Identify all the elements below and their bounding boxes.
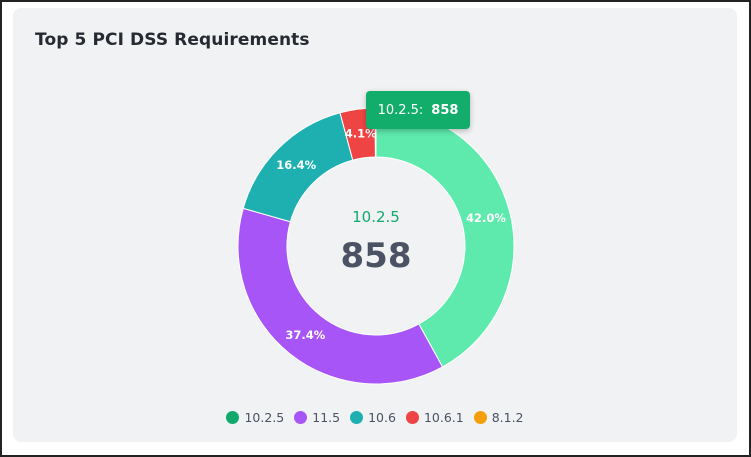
legend-marker	[405, 411, 419, 424]
legend-label: 8.1.2	[491, 410, 524, 425]
card-title: Top 5 PCI DSS Requirements	[35, 30, 310, 50]
legend-label: 11.5	[312, 410, 341, 425]
slice-label-10.6.1: 4.1%	[345, 127, 377, 141]
legend-label: 10.6.1	[423, 410, 464, 425]
slice-label-10.6: 16.4%	[276, 158, 316, 172]
slice-label-11.5: 37.4%	[285, 328, 325, 342]
legend-item-10.2.5[interactable]: 10.2.5	[226, 410, 284, 425]
chart-card: Top 5 PCI DSS Requirements 42.0% 37.4% 16.…	[13, 8, 737, 442]
legend-marker	[294, 411, 308, 424]
chart-tooltip: 10.2.5: 858	[366, 91, 470, 129]
legend-label: 10.2.5	[244, 410, 285, 425]
center-value: 858	[340, 236, 412, 276]
donut-chart: 42.0% 37.4% 16.4% 4.1%	[237, 107, 515, 385]
legend-marker	[350, 411, 364, 424]
legend-item-11.5[interactable]: 11.5	[294, 410, 340, 425]
slice-label-10.2.5: 42.0%	[466, 211, 506, 225]
legend-marker	[226, 411, 240, 424]
chart-legend: 10.2.5 11.5 10.6 10.6.1 8.1.2	[13, 410, 737, 425]
slice-11.5[interactable]	[237, 207, 444, 385]
legend-item-8.1.2[interactable]: 8.1.2	[473, 410, 524, 425]
center-label: 10.2.5	[352, 208, 400, 226]
slice-10.2.5[interactable]	[375, 107, 515, 368]
legend-label: 10.6	[368, 410, 396, 425]
legend-item-10.6.1[interactable]: 10.6.1	[405, 410, 464, 425]
legend-marker	[473, 411, 487, 424]
tooltip-label: 10.2.5:	[377, 102, 424, 118]
tooltip-value: 858	[431, 102, 459, 118]
legend-item-10.6[interactable]: 10.6	[350, 410, 396, 425]
